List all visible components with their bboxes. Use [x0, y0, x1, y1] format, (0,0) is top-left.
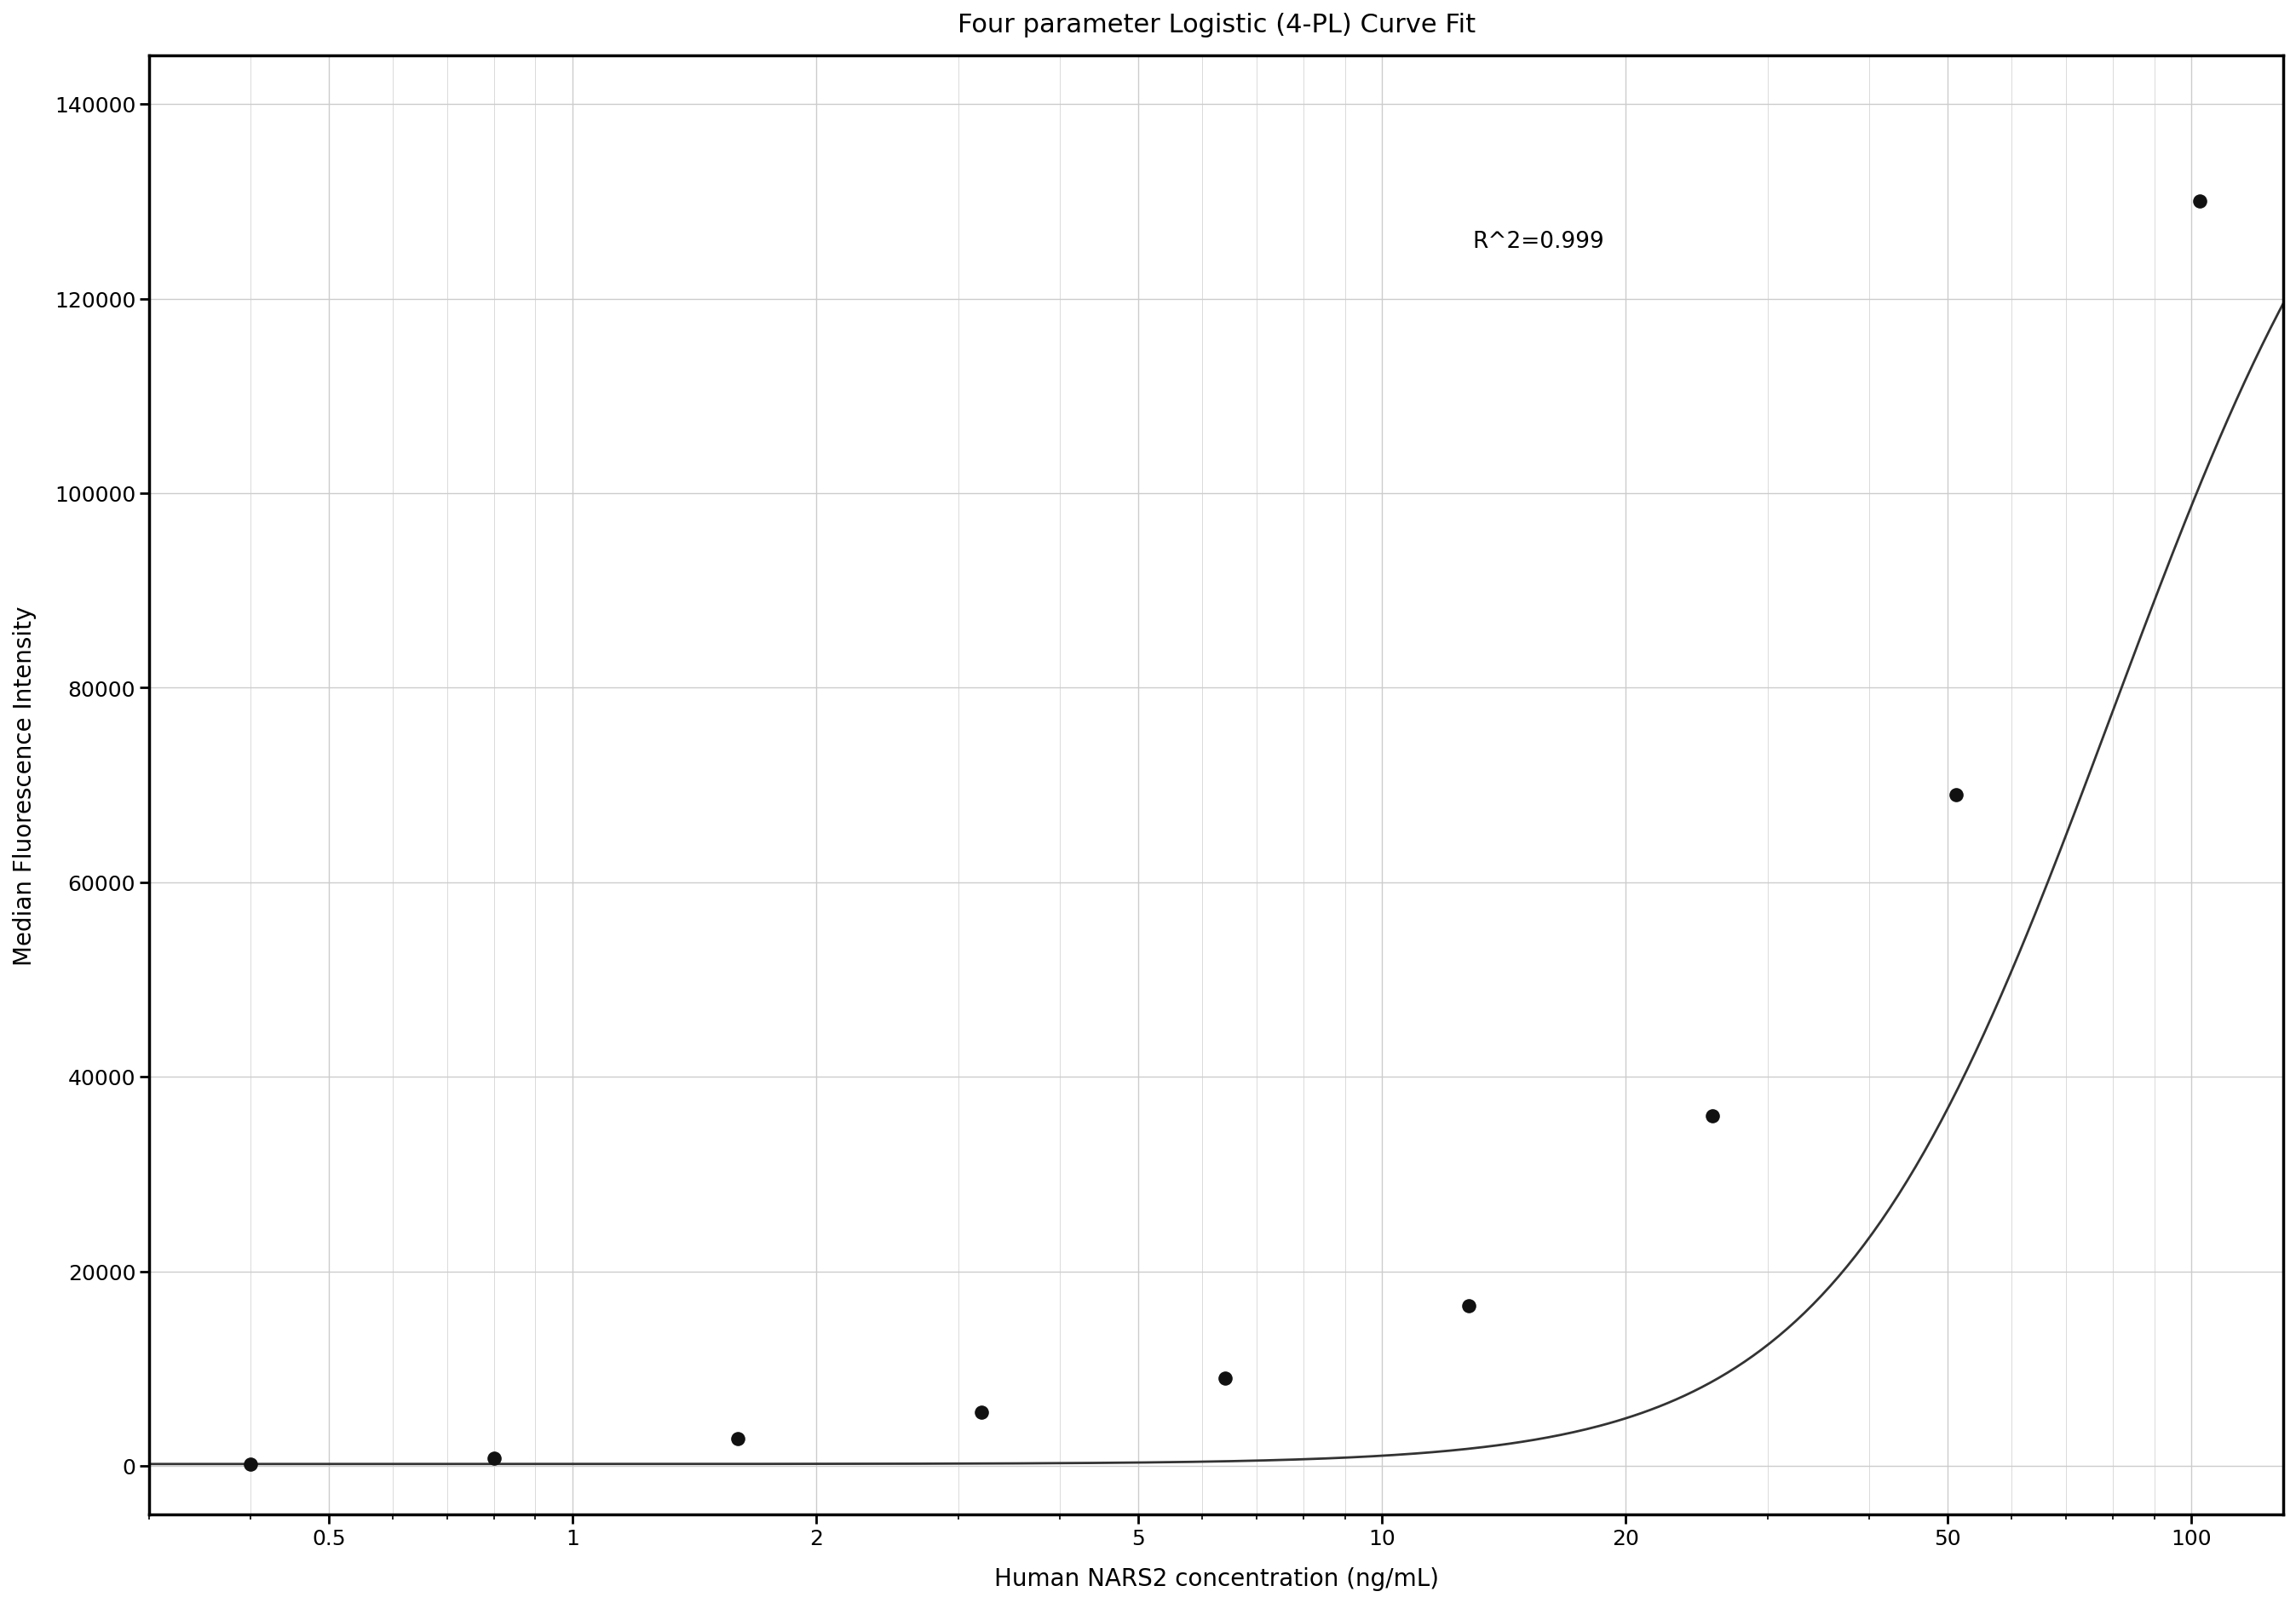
Point: [1205, 1366, 1242, 1391]
Text: R^2=0.999: R^2=0.999: [1472, 231, 1605, 253]
Point: [1938, 782, 1975, 808]
Y-axis label: Median Fluorescence Intensity: Median Fluorescence Intensity: [14, 606, 37, 965]
Point: [232, 1451, 269, 1476]
Point: [2181, 189, 2218, 215]
Point: [1694, 1103, 1731, 1129]
Point: [475, 1446, 512, 1472]
X-axis label: Human NARS2 concentration (ng/mL): Human NARS2 concentration (ng/mL): [994, 1566, 1440, 1590]
Point: [719, 1427, 755, 1452]
Point: [962, 1399, 999, 1425]
Point: [1451, 1292, 1488, 1318]
Title: Four parameter Logistic (4-PL) Curve Fit: Four parameter Logistic (4-PL) Curve Fit: [957, 13, 1476, 37]
